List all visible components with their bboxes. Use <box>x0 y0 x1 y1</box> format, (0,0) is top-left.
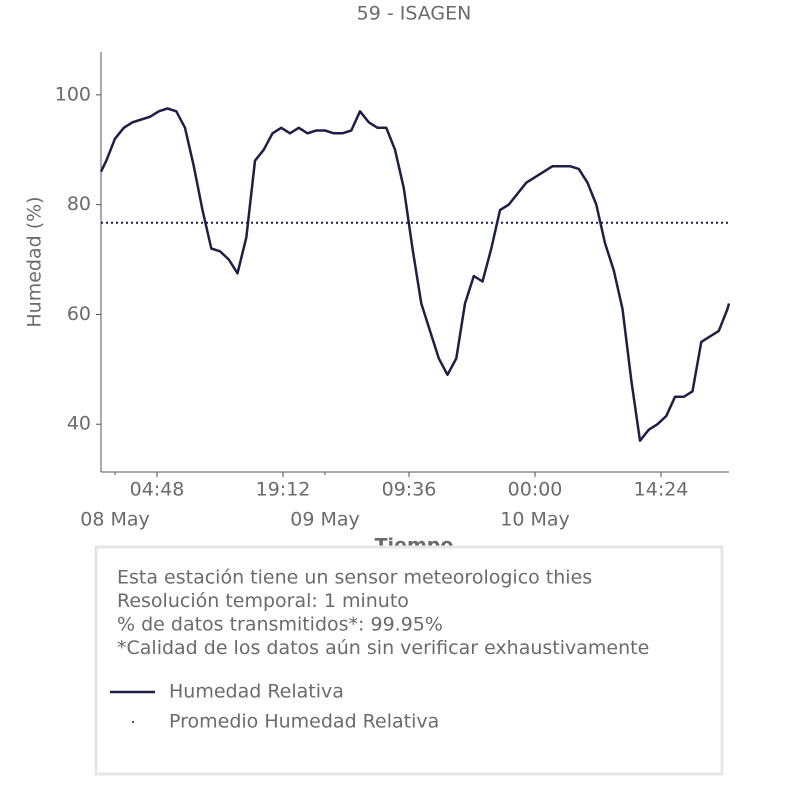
info-text: Resolución temporal: 1 minuto <box>117 590 409 612</box>
legend-label: Promedio Humedad Relativa <box>169 711 439 733</box>
y-axis-label: Humedad (%) <box>24 196 46 327</box>
legend-dot <box>132 721 134 723</box>
legend-label: Humedad Relativa <box>169 681 344 703</box>
y-tick-label: 40 <box>67 413 91 435</box>
info-text: % de datos transmitidos*: 99.95% <box>117 614 443 636</box>
info-text: *Calidad de los datos aún sin verificar … <box>117 637 649 659</box>
x-tick-label: 19:12 <box>256 479 311 501</box>
x-tick-label: 14:24 <box>634 479 689 501</box>
info-text: Esta estación tiene un sensor meteorolog… <box>117 567 592 589</box>
info-box <box>94 545 724 776</box>
y-tick-label: 60 <box>67 303 91 325</box>
x-tick-label: 04:48 <box>130 479 185 501</box>
chart-title: 59 - ISAGEN <box>357 3 472 25</box>
x-tick-label: 00:00 <box>508 479 563 501</box>
x-minor-tick-label: 10 May <box>500 509 570 531</box>
y-tick-label: 80 <box>67 193 91 215</box>
y-tick-label: 100 <box>55 83 91 105</box>
x-minor-tick-label: 09 May <box>290 509 360 531</box>
x-minor-tick-label: 08 May <box>80 509 150 531</box>
data-line <box>99 107 731 442</box>
x-tick-label: 09:36 <box>382 479 437 501</box>
